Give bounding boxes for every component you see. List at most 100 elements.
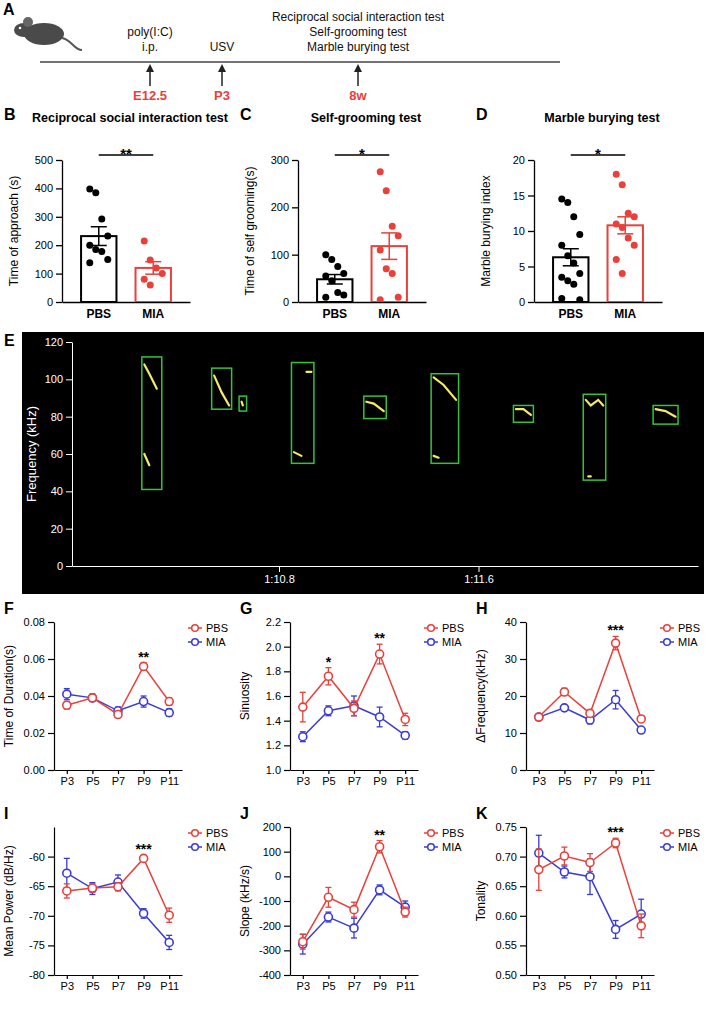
- series-line: [67, 666, 169, 714]
- y-axis-line: [54, 828, 55, 976]
- x-tick-mark: [539, 770, 540, 774]
- y-tick-label: -200: [259, 920, 281, 932]
- y-axis: 0.500.550.600.650.700.75: [496, 821, 527, 981]
- y-tick-label: 1.2: [266, 739, 281, 751]
- plot-marks: [81, 185, 171, 302]
- x-tick-label: P11: [632, 775, 651, 787]
- data-point: [63, 690, 71, 698]
- x-tick: P3: [297, 975, 310, 992]
- error-bar: [325, 706, 331, 716]
- error-bar: [64, 858, 70, 888]
- error-bar-cap: [300, 948, 306, 949]
- timeline-arrow: [221, 70, 223, 86]
- y-tick-label: -65: [29, 880, 45, 892]
- plot-marks: [63, 854, 173, 949]
- y-tick-label: 300: [271, 154, 289, 166]
- error-bar: [300, 692, 306, 722]
- error-bar: [141, 696, 147, 707]
- x-tick-mark: [641, 770, 642, 774]
- data-point: [612, 925, 620, 933]
- y-tick: 5: [519, 261, 534, 273]
- error-bar-cap: [561, 864, 567, 865]
- y-tick-mark: [284, 770, 290, 771]
- y-tick: 1.2: [266, 739, 290, 751]
- data-point: [334, 289, 341, 296]
- x-tick-label: P3: [61, 775, 74, 787]
- x-tick: P3: [297, 770, 310, 787]
- y-tick-mark: [520, 945, 526, 946]
- y-tick-mark: [48, 856, 54, 857]
- y-tick-mark: [528, 231, 534, 232]
- error-bar-cap: [613, 938, 619, 939]
- y-tick-mark: [284, 721, 290, 722]
- error-bar-cap: [351, 916, 357, 917]
- error-bar-cap: [561, 865, 567, 866]
- call-trace: [516, 409, 531, 415]
- x-tick: 1:11.6: [464, 566, 494, 585]
- y-tick-mark: [66, 379, 72, 380]
- y-tick-label: 0: [275, 870, 281, 882]
- y-tick: 0: [511, 764, 526, 776]
- y-tick-label: 0: [47, 296, 53, 308]
- legend: PBSMIA: [660, 622, 700, 648]
- y-tick: -100: [259, 895, 290, 907]
- y-axis-title: Mean Power (dB/Hz): [2, 845, 16, 956]
- data-point: [86, 242, 93, 249]
- y-tick-label: 0.02: [24, 727, 45, 739]
- plot-marks: [299, 841, 409, 954]
- y-tick: 60: [51, 448, 72, 460]
- data-point: [86, 185, 93, 192]
- data-point: [619, 224, 626, 231]
- panel-letter: J: [240, 805, 249, 822]
- error-bar: [325, 887, 331, 907]
- error-bar-cap: [141, 695, 147, 696]
- error-bar-cap: [377, 706, 383, 707]
- y-tick-label: -300: [259, 944, 281, 956]
- error-bar: [64, 689, 70, 700]
- data-point: [165, 698, 173, 706]
- y-axis-line: [526, 623, 527, 771]
- data-point: [63, 869, 71, 877]
- data-point: [564, 252, 571, 259]
- x-tick: P11: [632, 770, 651, 787]
- timeline-arrow: [149, 70, 151, 86]
- y-tick-label: -80: [29, 969, 45, 981]
- y-tick-mark: [48, 975, 54, 976]
- data-point: [558, 242, 565, 249]
- y-axis: 010203040: [505, 616, 527, 776]
- significance-label: **: [138, 649, 149, 665]
- x-tick-label: P7: [584, 775, 597, 787]
- y-tick-mark: [292, 207, 298, 208]
- data-point: [92, 189, 99, 196]
- panel-letter: F: [4, 600, 14, 617]
- y-tick-mark: [284, 926, 290, 927]
- timeline-arrowhead: [218, 64, 226, 72]
- y-axis-title: Sinuosity: [238, 672, 252, 721]
- x-tick-mark: [564, 975, 565, 979]
- x-tick-label: P9: [609, 775, 622, 787]
- y-tick-label: -100: [259, 895, 281, 907]
- data-point: [401, 715, 409, 723]
- call-trace: [434, 456, 439, 458]
- x-axis: P3P5P7P9P11: [527, 975, 655, 992]
- x-axis: PBSMIA: [535, 302, 663, 321]
- error-bar-cap: [64, 883, 70, 884]
- error-bar-cap: [141, 706, 147, 707]
- data-point: [570, 259, 577, 266]
- data-point: [613, 220, 620, 227]
- y-tick: 0.75: [496, 821, 526, 833]
- y-tick-label: 300: [35, 211, 53, 223]
- error-bar-cap: [351, 700, 357, 701]
- data-point: [63, 887, 71, 895]
- error-bar-cap: [613, 708, 619, 709]
- x-tick-mark: [92, 975, 93, 979]
- timeline-note: Marble burying test: [307, 40, 410, 54]
- series-line: [539, 843, 641, 926]
- y-tick-label: 40: [505, 616, 517, 628]
- x-tick-mark: [67, 770, 68, 774]
- call-trace: [144, 364, 156, 388]
- y-tick: -75: [29, 939, 54, 951]
- x-tick-label: 1:10.8: [264, 573, 295, 585]
- y-tick-mark: [48, 945, 54, 946]
- x-tick-mark: [479, 566, 480, 572]
